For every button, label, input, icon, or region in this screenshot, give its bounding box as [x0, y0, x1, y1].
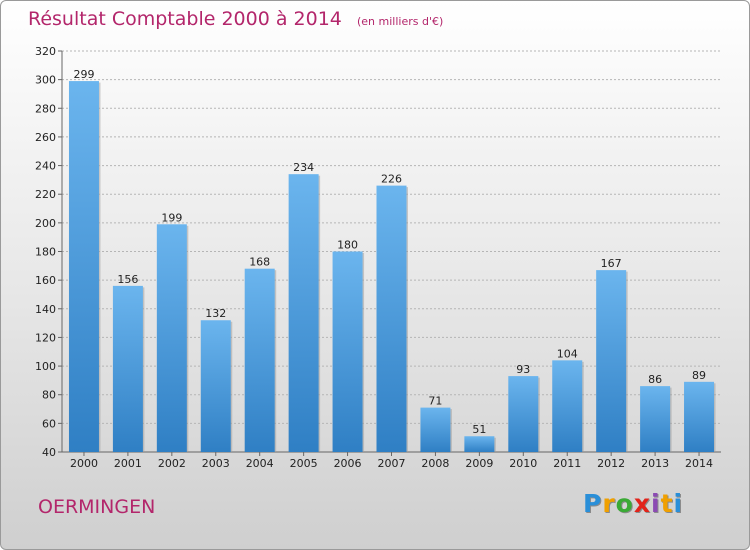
x-tick-label: 2009 — [465, 457, 493, 470]
logo-letter: x — [633, 489, 651, 518]
logo-letter: i — [651, 489, 661, 518]
y-tick-label: 180 — [35, 246, 56, 259]
logo-letter: o — [615, 489, 634, 518]
x-tick-label: 2002 — [158, 457, 186, 470]
y-tick-label: 320 — [35, 45, 56, 58]
bar-2007 — [376, 185, 407, 452]
x-tick-label: 2006 — [334, 457, 362, 470]
commune-name: OERMINGEN — [38, 496, 156, 518]
logo-letter: P — [583, 489, 603, 518]
logo-letter: t — [660, 489, 674, 518]
labels: 299 156 199 132 168 234 180 226 71 51 93 104 167 86 89 — [73, 68, 706, 436]
bar-2013 — [640, 386, 671, 452]
y-tick-label: 280 — [35, 102, 56, 115]
bar-2000 — [68, 81, 99, 452]
y-tick-label: 300 — [35, 74, 56, 87]
data-label: 71 — [428, 395, 442, 408]
bar-2012 — [596, 270, 627, 452]
y-tick-label: 240 — [35, 160, 56, 173]
bar-2004 — [244, 268, 275, 452]
data-label: 132 — [205, 307, 226, 320]
x-tick-label: 2012 — [597, 457, 625, 470]
bar-2011 — [552, 360, 583, 452]
chart-title-block: Résultat Comptable 2000 à 2014 (en milli… — [28, 8, 443, 30]
bar-2006 — [332, 251, 363, 452]
y-tick-label: 160 — [35, 274, 56, 287]
logo-letter: r — [602, 489, 616, 518]
data-label: 104 — [557, 347, 578, 360]
data-label: 168 — [249, 256, 270, 269]
data-label: 167 — [601, 257, 622, 270]
x-tick-label: 2011 — [553, 457, 581, 470]
x-tick-label: 2010 — [509, 457, 537, 470]
data-label: 226 — [381, 173, 402, 186]
bars — [68, 81, 716, 452]
y-tick-label: 100 — [35, 360, 56, 373]
bar-2005 — [288, 174, 319, 452]
y-tick-label: 260 — [35, 131, 56, 144]
chart-subtitle: (en milliers d'€) — [356, 15, 444, 28]
x-tick-label: 2003 — [202, 457, 230, 470]
data-label: 89 — [692, 369, 706, 382]
x-tick-label: 2013 — [641, 457, 669, 470]
data-label: 234 — [293, 161, 314, 174]
bar-2010 — [508, 376, 539, 452]
chart-title: Résultat Comptable 2000 à 2014 — [28, 8, 342, 30]
y-tick-label: 40 — [42, 446, 56, 459]
bar-2014 — [684, 381, 715, 452]
x-tick-label: 2005 — [290, 457, 318, 470]
data-label: 51 — [472, 423, 486, 436]
x-tick-label: 2007 — [378, 457, 406, 470]
y-tick-label: 60 — [42, 417, 56, 430]
x-tick-label: 2008 — [421, 457, 449, 470]
bar-2009 — [464, 436, 495, 452]
data-label: 86 — [648, 373, 662, 386]
x-tick-label: 2001 — [114, 457, 142, 470]
x-tick-label: 2000 — [70, 457, 98, 470]
x-tick-label: 2004 — [246, 457, 274, 470]
y-tick-label: 120 — [35, 331, 56, 344]
bar-2008 — [420, 407, 451, 452]
y-tick-label: 200 — [35, 217, 56, 230]
data-label: 299 — [73, 68, 94, 81]
bar-2001 — [112, 285, 143, 452]
y-tick-label: 80 — [42, 389, 56, 402]
data-label: 199 — [161, 211, 182, 224]
y-tick-label: 220 — [35, 188, 56, 201]
data-label: 93 — [516, 363, 530, 376]
logo-letter: i — [673, 489, 684, 518]
bar-2003 — [200, 320, 231, 452]
y-tick-label: 140 — [35, 303, 56, 316]
bar-2002 — [156, 224, 187, 452]
data-label: 156 — [117, 273, 138, 286]
x-tick-label: 2014 — [685, 457, 713, 470]
proxiti-logo: Proxiti — [583, 489, 683, 518]
data-label: 180 — [337, 239, 358, 252]
